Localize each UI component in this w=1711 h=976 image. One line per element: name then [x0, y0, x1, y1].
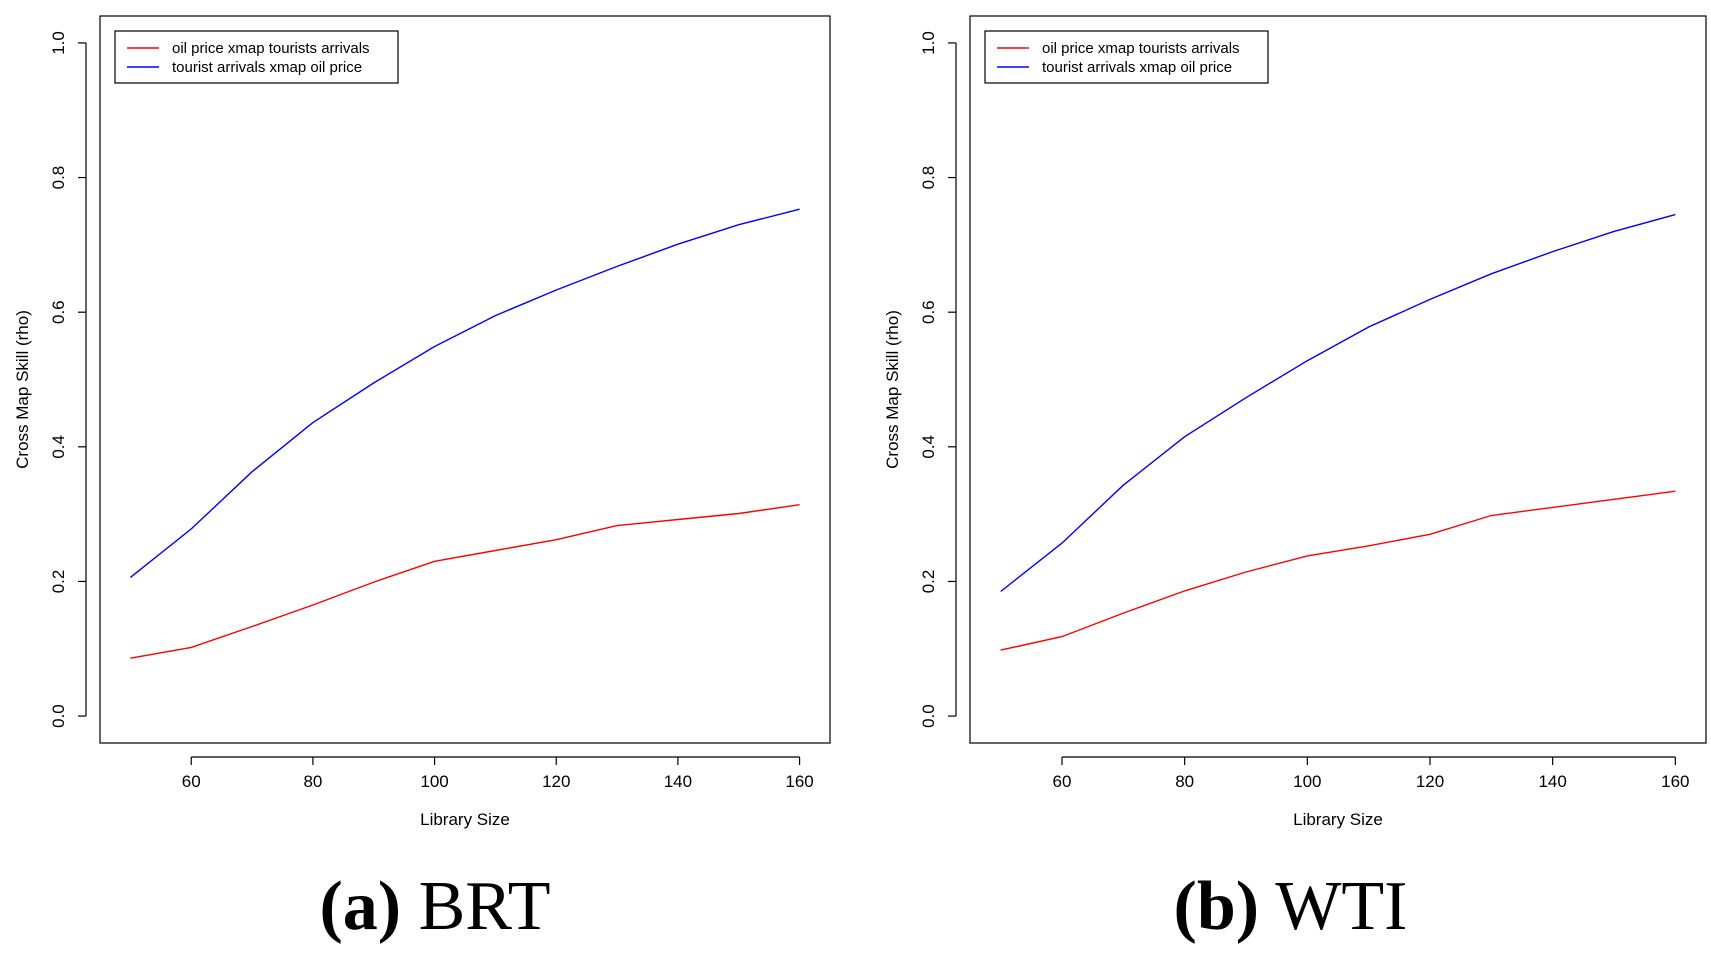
brt-x-axis-label: Library Size — [420, 810, 510, 829]
wti-x-tick-label: 120 — [1416, 772, 1444, 791]
caption-a-text: BRT — [418, 868, 551, 945]
brt-y-tick-label: 0.2 — [49, 570, 68, 594]
wti-y-tick-label: 0.6 — [919, 300, 938, 324]
wti-x-tick-label: 60 — [1053, 772, 1072, 791]
caption-b-label: (b) — [1173, 868, 1260, 945]
wti-y-axis-label: Cross Map Skill (rho) — [883, 310, 902, 469]
brt-legend-box — [114, 30, 399, 84]
brt-x-tick-label: 100 — [420, 772, 448, 791]
brt-y-tick-label: 1.0 — [49, 31, 68, 55]
chart-panel-b: 60 80 100 120 140 160 Library Size 0.0 0.2 0.4 0.6… — [870, 0, 1711, 976]
brt-legend-label-1: oil price xmap tourists arrivals — [172, 40, 370, 57]
wti-legend-label-1: oil price xmap tourists arrivals — [1042, 40, 1240, 57]
brt-series-line-1 — [130, 504, 800, 659]
caption-a: (a) BRT — [0, 872, 870, 942]
wti-y-tick-label: 0.8 — [919, 166, 938, 190]
chart-panel-a: 60 80 100 120 140 160 Library Size 0.0 0.2 0.4 0.6… — [0, 15, 870, 942]
wti-x-tick-label: 160 — [1661, 772, 1689, 791]
caption-b: (b) WTI — [870, 872, 1711, 942]
wti-y-tick-label: 1.0 — [919, 31, 938, 55]
wti-x-tick-label: 140 — [1538, 772, 1566, 791]
chart-wti: 60 80 100 120 140 160 Library Size 0.0 0.2 0.4 0.6… — [883, 15, 1707, 829]
brt-legend-label-2: tourist arrivals xmap oil price — [172, 59, 362, 76]
brt-y-axis-label: Cross Map Skill (rho) — [13, 310, 32, 469]
brt-x-tick-label: 120 — [542, 772, 570, 791]
brt-x-tick-label: 60 — [182, 772, 201, 791]
brt-y-tick-label: 0.8 — [49, 166, 68, 190]
caption-b-text: WTI — [1275, 868, 1408, 945]
brt-x-tick-label: 140 — [664, 772, 692, 791]
wti-x-tick-label: 100 — [1293, 772, 1321, 791]
wti-series-line-1 — [1000, 490, 1676, 651]
wti-x-tick-label: 80 — [1175, 772, 1194, 791]
brt-y-tick-label: 0.6 — [49, 300, 68, 324]
wti-series-line-2 — [1000, 213, 1676, 593]
brt-y-tick-label: 0.0 — [49, 704, 68, 728]
chart-brt: 60 80 100 120 140 160 Library Size 0.0 0.2 0.4 0.6… — [13, 15, 831, 829]
brt-x-tick-label: 160 — [785, 772, 813, 791]
brt-series-line-2 — [129, 208, 800, 578]
wti-legend-box — [984, 30, 1269, 84]
wti-y-tick-label: 0.4 — [919, 435, 938, 459]
wti-legend-label-2: tourist arrivals xmap oil price — [1042, 59, 1232, 76]
caption-a-label: (a) — [319, 868, 402, 945]
wti-y-tick-label: 0.2 — [919, 570, 938, 594]
wti-plot-frame — [969, 15, 1707, 744]
brt-x-tick-label: 80 — [303, 772, 322, 791]
brt-y-tick-label: 0.4 — [49, 435, 68, 459]
wti-x-axis-label: Library Size — [1293, 810, 1383, 829]
wti-y-tick-label: 0.0 — [919, 704, 938, 728]
brt-plot-frame — [99, 15, 831, 744]
